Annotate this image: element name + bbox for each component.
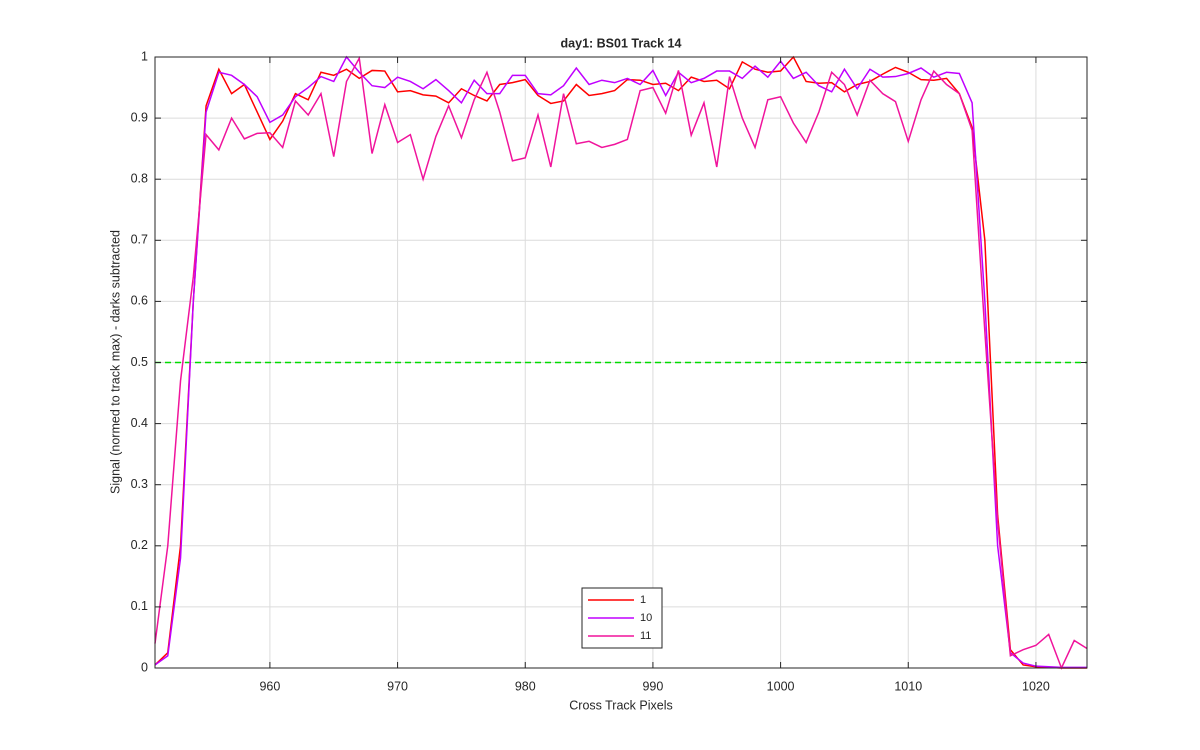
ticks: 0 0.1 0.2 0.3 0.4 0.5 0.6 0.7 0.8 0.9 1 960 970 980 99… <box>131 49 1087 693</box>
x-tick-label: 980 <box>515 679 536 693</box>
y-tick-label: 0.7 <box>131 233 148 247</box>
x-tick-label: 970 <box>387 679 408 693</box>
chart-title: day1: BS01 Track 14 <box>561 36 682 50</box>
x-tick-label: 1000 <box>767 679 795 693</box>
legend-label: 11 <box>640 630 651 642</box>
y-tick-label: 0.1 <box>131 599 148 613</box>
data-line <box>154 55 1087 669</box>
y-tick-label: 0.2 <box>131 538 148 552</box>
y-tick-label: 1 <box>141 49 148 63</box>
x-tick-label: 990 <box>642 679 663 693</box>
legend-label: 1 <box>640 594 646 606</box>
legend-label: 10 <box>640 612 652 624</box>
y-tick-label: 0.6 <box>131 294 148 308</box>
y-tick-label: 0.8 <box>131 171 148 185</box>
y-tick-label: 0.3 <box>131 477 148 491</box>
y-tick-label: 0.5 <box>131 355 148 369</box>
data-line <box>154 55 1088 670</box>
y-axis-label: Signal (normed to track max) - darks sub… <box>108 230 122 494</box>
x-tick-label: 960 <box>259 679 280 693</box>
y-tick-label: 0.4 <box>131 416 148 430</box>
x-tick-label: 1020 <box>1022 679 1050 693</box>
legend: 1 10 11 <box>581 587 663 649</box>
y-tick-label: 0.9 <box>131 110 148 124</box>
x-axis-label: Cross Track Pixels <box>569 698 673 712</box>
y-tick-label: 0 <box>141 660 148 674</box>
data <box>154 55 1088 670</box>
x-tick-label: 1010 <box>894 679 922 693</box>
